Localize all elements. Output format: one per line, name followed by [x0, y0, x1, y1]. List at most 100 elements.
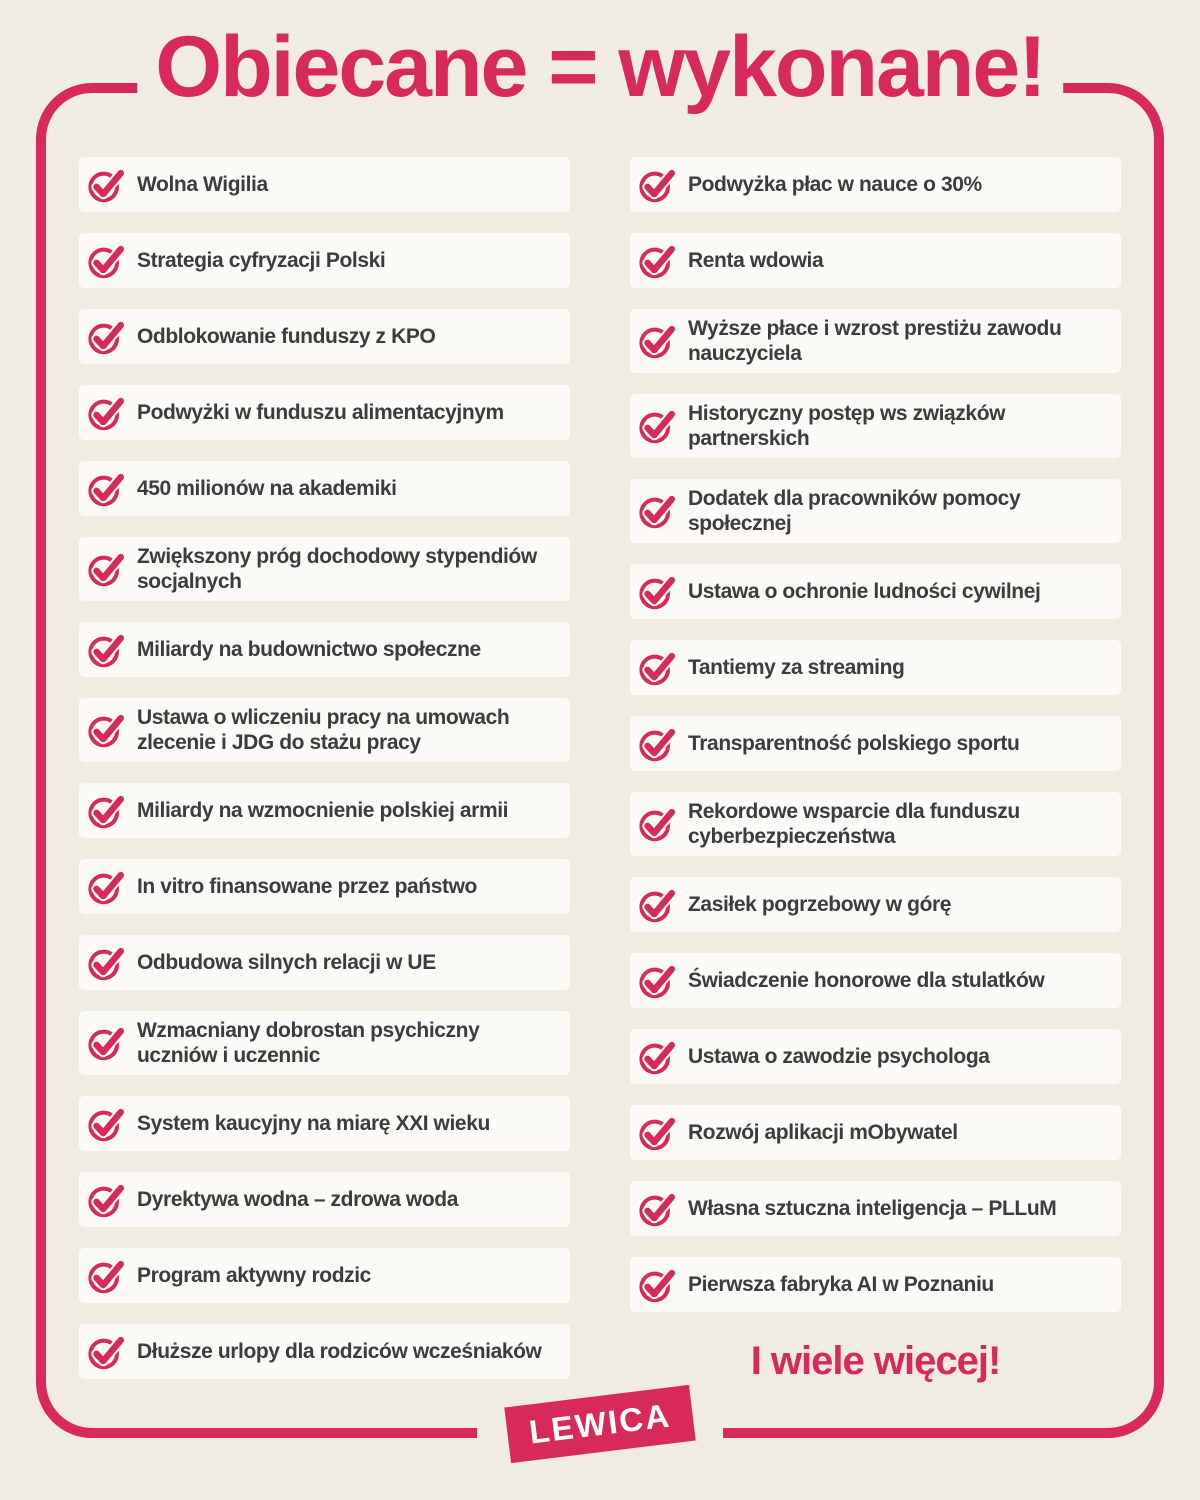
checklist-item-label: Odblokowanie funduszy z KPO — [137, 325, 436, 348]
checklist-item: Wzmacniany dobrostan psychiczny uczniów … — [79, 1011, 570, 1075]
checklist-item-label: Historyczny postęp ws związków partnersk… — [688, 402, 1006, 450]
checklist-item: Dodatek dla pracowników pomocy społeczne… — [630, 479, 1121, 543]
logo-wrap: LEWICA — [477, 1384, 723, 1464]
checklist-item: Dłuższe urlopy dla rodziców wcześniaków — [79, 1324, 570, 1379]
checklist-item: Zasiłek pogrzebowy w górę — [630, 877, 1121, 932]
checklist-item-label: Pierwsza fabryka AI w Poznaniu — [688, 1273, 994, 1296]
check-circle-icon — [639, 806, 677, 842]
check-circle-icon — [88, 471, 126, 506]
checklist-item: Historyczny postęp ws związków partnersk… — [630, 394, 1121, 458]
check-circle-icon — [88, 551, 126, 587]
check-circle-icon — [88, 632, 126, 667]
check-circle-icon — [88, 1258, 126, 1293]
checklist-item: Podwyżki w funduszu alimentacyjnym — [79, 385, 570, 440]
checklist-item: Odbudowa silnych relacji w UE — [79, 935, 570, 990]
checklist-item-label: Podwyżka płac w nauce o 30% — [688, 173, 982, 196]
checklist-item-label: Dłuższe urlopy dla rodziców wcześniaków — [137, 1340, 542, 1363]
checklist-item-label: Transparentność polskiego sportu — [688, 732, 1020, 755]
lewica-logo: LEWICA — [504, 1384, 696, 1464]
checklist-item: 450 milionów na akademiki — [79, 461, 570, 516]
check-circle-icon — [639, 1039, 677, 1074]
checklist-item-label: Rozwój aplikacji mObywatel — [688, 1121, 958, 1144]
checklist-item-label: Ustawa o zawodzie psychologa — [688, 1045, 990, 1068]
check-circle-icon — [88, 712, 126, 748]
checklist-item-label: Wolna Wigilia — [137, 173, 268, 196]
checklist-item-label: Program aktywny rodzic — [137, 1264, 371, 1287]
checklist-item-label: Świadczenie honorowe dla stulatków — [688, 969, 1045, 992]
checklist-item-label: Zasiłek pogrzebowy w górę — [688, 893, 952, 916]
checklist-item-label: 450 milionów na akademiki — [137, 477, 397, 500]
more-text: I wiele więcej! — [750, 1339, 1002, 1383]
check-circle-icon — [639, 650, 677, 685]
checklist-item: Ustawa o zawodzie psychologa — [630, 1029, 1121, 1084]
checklist-column-left: Wolna Wigilia Strategia cyfryzacji Polsk… — [79, 157, 570, 1384]
checklist-item: Zwiększony próg dochodowy stypendiów soc… — [79, 537, 570, 601]
checklist-item: In vitro finansowane przez państwo — [79, 859, 570, 914]
checklist-item: Transparentność polskiego sportu — [630, 716, 1121, 771]
checklist-item-label: Wyższe płace i wzrost prestiżu zawodu na… — [688, 317, 1062, 365]
checklist-column-right: Podwyżka płac w nauce o 30% Renta wdowia… — [630, 157, 1121, 1384]
page-title: Obiecane = wykonane! — [137, 22, 1063, 112]
checklist-item: Świadczenie honorowe dla stulatków — [630, 953, 1121, 1008]
checklist-item: Ustawa o ochronie ludności cywilnej — [630, 564, 1121, 619]
checklist: Wolna Wigilia Strategia cyfryzacji Polsk… — [79, 157, 1121, 1384]
checklist-item: Strategia cyfryzacji Polski — [79, 233, 570, 288]
check-circle-icon — [639, 1115, 677, 1150]
checklist-item-label: Odbudowa silnych relacji w UE — [137, 951, 436, 974]
checklist-item-label: Ustawa o wliczeniu pracy na umowach zlec… — [137, 706, 510, 754]
checklist-item-label: Własna sztuczna inteligencja – PLLuM — [688, 1197, 1057, 1220]
check-circle-icon — [88, 1025, 126, 1061]
checklist-item: Rozwój aplikacji mObywatel — [630, 1105, 1121, 1160]
check-circle-icon — [639, 963, 677, 998]
checklist-item-label: Rekordowe wsparcie dla funduszu cyberbez… — [688, 800, 1020, 848]
checklist-item: Renta wdowia — [630, 233, 1121, 288]
check-circle-icon — [639, 408, 677, 444]
check-circle-icon — [88, 319, 126, 354]
checklist-item: Pierwsza fabryka AI w Poznaniu — [630, 1257, 1121, 1312]
checklist-item-label: Dodatek dla pracowników pomocy społeczne… — [688, 487, 1021, 535]
checklist-item: System kaucyjny na miarę XXI wieku — [79, 1096, 570, 1151]
check-circle-icon — [639, 493, 677, 529]
check-circle-icon — [88, 1106, 126, 1141]
check-circle-icon — [88, 1182, 126, 1217]
rows-right: Podwyżka płac w nauce o 30% Renta wdowia… — [630, 157, 1121, 1312]
checklist-item: Dyrektywa wodna – zdrowa woda — [79, 1172, 570, 1227]
checklist-item: Ustawa o wliczeniu pracy na umowach zlec… — [79, 698, 570, 762]
checklist-item-label: System kaucyjny na miarę XXI wieku — [137, 1112, 490, 1135]
check-circle-icon — [639, 1267, 677, 1302]
checklist-item: Program aktywny rodzic — [79, 1248, 570, 1303]
checklist-item: Podwyżka płac w nauce o 30% — [630, 157, 1121, 212]
check-circle-icon — [88, 395, 126, 430]
checklist-item-label: Dyrektywa wodna – zdrowa woda — [137, 1188, 458, 1211]
checklist-item-label: Miliardy na budownictwo społeczne — [137, 638, 481, 661]
checklist-item: Wyższe płace i wzrost prestiżu zawodu na… — [630, 309, 1121, 373]
checklist-item-label: In vitro finansowane przez państwo — [137, 875, 477, 898]
check-circle-icon — [639, 726, 677, 761]
checklist-item-label: Zwiększony próg dochodowy stypendiów soc… — [137, 545, 537, 593]
check-circle-icon — [88, 793, 126, 828]
checklist-item: Miliardy na wzmocnienie polskiej armii — [79, 783, 570, 838]
check-circle-icon — [88, 869, 126, 904]
check-circle-icon — [88, 243, 126, 278]
check-circle-icon — [88, 1334, 126, 1369]
checklist-item: Odblokowanie funduszy z KPO — [79, 309, 570, 364]
checklist-item: Miliardy na budownictwo społeczne — [79, 622, 570, 677]
lewica-logo-label: LEWICA — [527, 1396, 673, 1451]
check-circle-icon — [639, 243, 677, 278]
checklist-item-label: Wzmacniany dobrostan psychiczny uczniów … — [137, 1019, 480, 1067]
checklist-item-label: Tantiemy za streaming — [688, 656, 905, 679]
check-circle-icon — [88, 945, 126, 980]
checklist-item: Własna sztuczna inteligencja – PLLuM — [630, 1181, 1121, 1236]
checklist-item-label: Renta wdowia — [688, 249, 824, 272]
check-circle-icon — [639, 887, 677, 922]
checklist-item: Tantiemy za streaming — [630, 640, 1121, 695]
check-circle-icon — [88, 167, 126, 202]
rows-left: Wolna Wigilia Strategia cyfryzacji Polsk… — [79, 157, 570, 1379]
check-circle-icon — [639, 167, 677, 202]
check-circle-icon — [639, 574, 677, 609]
checklist-item: Wolna Wigilia — [79, 157, 570, 212]
check-circle-icon — [639, 323, 677, 359]
check-circle-icon — [639, 1191, 677, 1226]
checklist-item-label: Miliardy na wzmocnienie polskiej armii — [137, 799, 509, 822]
